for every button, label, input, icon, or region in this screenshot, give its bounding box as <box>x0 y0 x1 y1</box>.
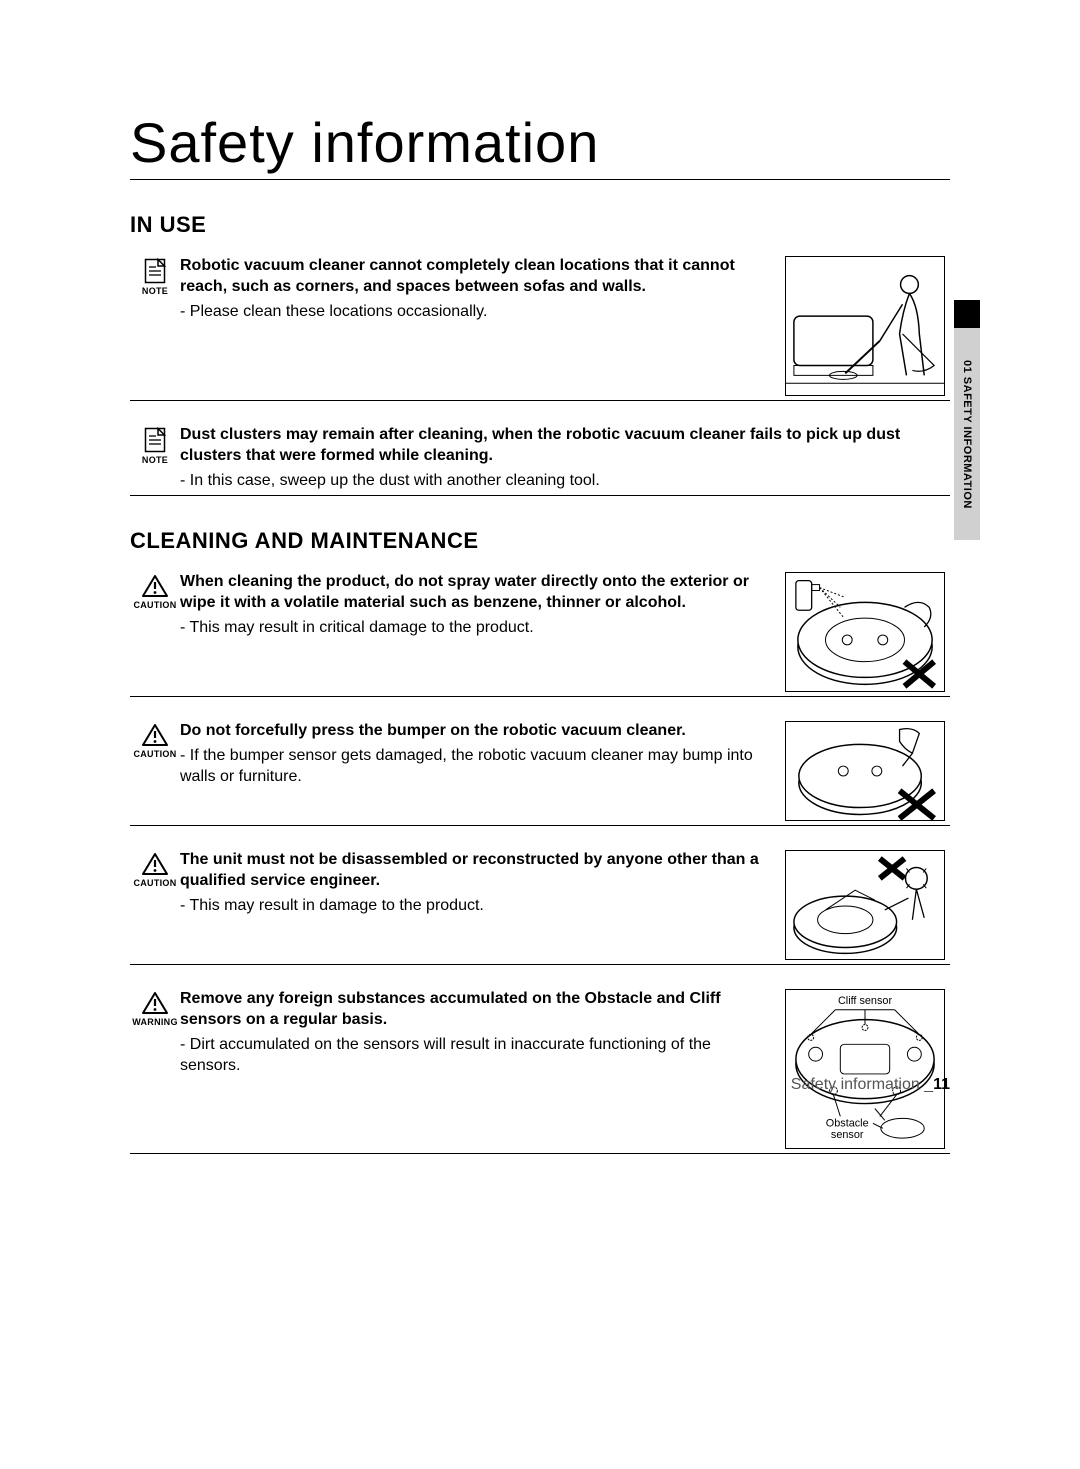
safety-item: CAUTIONDo not forcefully press the bumpe… <box>130 721 950 826</box>
illustration <box>780 721 950 821</box>
illustration-robot-disassemble <box>785 850 945 960</box>
item-detail-text: - In this case, sweep up the dust with a… <box>180 471 942 492</box>
warning-label: WARNING <box>130 989 180 1027</box>
item-body: Do not forcefully press the bumper on th… <box>180 721 780 787</box>
sections-container: IN USENOTERobotic vacuum cleaner cannot … <box>130 212 950 1154</box>
item-body: When cleaning the product, do not spray … <box>180 572 780 638</box>
caution-label: CAUTION <box>130 721 180 759</box>
page-number: 11 <box>933 1076 950 1093</box>
section-tab: 01 SAFETY INFORMATION <box>954 300 980 540</box>
item-body: Robotic vacuum cleaner cannot completely… <box>180 256 780 322</box>
document-page: Safety information IN USENOTERobotic vac… <box>0 0 1080 1154</box>
svg-text:Cliff sensor: Cliff sensor <box>838 995 893 1007</box>
tab-body: 01 SAFETY INFORMATION <box>954 328 980 540</box>
item-bold-text: When cleaning the product, do not spray … <box>180 572 772 614</box>
item-detail-text: - Dirt accumulated on the sensors will r… <box>180 1035 772 1077</box>
item-detail-text: - This may result in critical damage to … <box>180 618 772 639</box>
item-bold-text: The unit must not be disassembled or rec… <box>180 850 772 892</box>
item-body: The unit must not be disassembled or rec… <box>180 850 780 916</box>
page-title: Safety information <box>130 110 950 180</box>
note-label: NOTE <box>130 425 180 465</box>
item-bold-text: Remove any foreign substances accumulate… <box>180 989 772 1031</box>
illustration <box>780 256 950 396</box>
item-body: Remove any foreign substances accumulate… <box>180 989 780 1076</box>
caution-label: CAUTION <box>130 572 180 610</box>
note-label: NOTE <box>130 256 180 296</box>
illustration: Cliff sensor Obstacle sensor <box>780 989 950 1149</box>
illustration-robot-spray <box>785 572 945 692</box>
safety-item: CAUTIONWhen cleaning the product, do not… <box>130 572 950 697</box>
item-bold-text: Dust clusters may remain after cleaning,… <box>180 425 942 467</box>
safety-item: NOTEDust clusters may remain after clean… <box>130 425 950 496</box>
item-bold-text: Robotic vacuum cleaner cannot completely… <box>180 256 772 298</box>
illustration-robot-sensors: Cliff sensor Obstacle sensor <box>785 989 945 1149</box>
item-detail-text: - If the bumper sensor gets damaged, the… <box>180 746 772 788</box>
safety-item: CAUTIONThe unit must not be disassembled… <box>130 850 950 965</box>
safety-item: WARNINGRemove any foreign substances acc… <box>130 989 950 1154</box>
safety-item: NOTERobotic vacuum cleaner cannot comple… <box>130 256 950 401</box>
footer-text: Safety information _ <box>791 1076 933 1093</box>
illustration <box>780 572 950 692</box>
illustration-robot-press <box>785 721 945 821</box>
item-body: Dust clusters may remain after cleaning,… <box>180 425 950 491</box>
svg-text:sensor: sensor <box>831 1130 864 1142</box>
illustration-person-cleaning <box>785 256 945 396</box>
page-footer: Safety information _11 <box>791 1076 950 1094</box>
item-detail-text: - This may result in damage to the produ… <box>180 896 772 917</box>
item-detail-text: - Please clean these locations occasiona… <box>180 302 772 323</box>
section-heading: CLEANING AND MAINTENANCE <box>130 528 950 554</box>
item-bold-text: Do not forcefully press the bumper on th… <box>180 721 772 742</box>
svg-text:Obstacle: Obstacle <box>826 1118 869 1130</box>
tab-label: 01 SAFETY INFORMATION <box>961 360 973 509</box>
section-heading: IN USE <box>130 212 950 238</box>
tab-marker <box>954 300 980 328</box>
illustration <box>780 850 950 960</box>
caution-label: CAUTION <box>130 850 180 888</box>
